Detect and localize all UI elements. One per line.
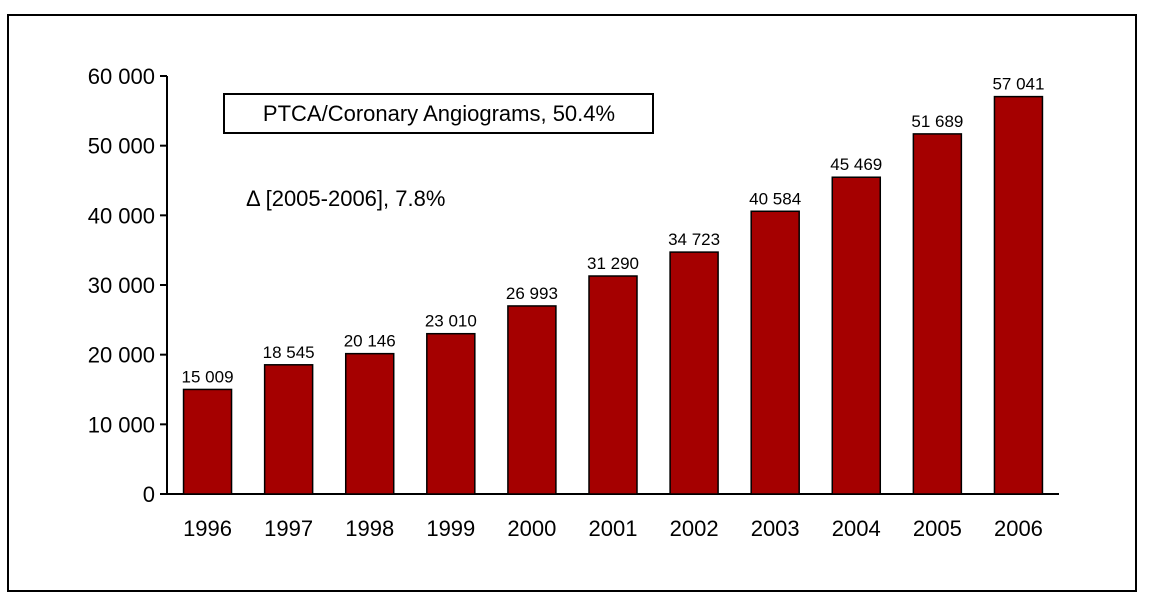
- y-tick-label: 0: [143, 482, 155, 507]
- bar-value-label: 40 584: [749, 189, 801, 208]
- x-tick-label: 2005: [913, 516, 962, 541]
- bar: [426, 332, 476, 495]
- x-tick-label: 1997: [264, 516, 313, 541]
- x-tick-label: 2004: [832, 516, 881, 541]
- y-tick-label: 60 000: [88, 64, 155, 89]
- chart-frame: 0 10 000 20 000 30 000 40 000 50 000 60 000 19…: [7, 14, 1137, 592]
- bar-value-label: 34 723: [668, 230, 720, 249]
- bar: [182, 388, 233, 495]
- bar-value-label: 31 290: [587, 254, 639, 273]
- x-tick-label: 2002: [670, 516, 719, 541]
- bar: [669, 251, 719, 495]
- x-tick-label: 2003: [751, 516, 800, 541]
- y-axis: 0 10 000 20 000 30 000 40 000 50 000 60 000: [88, 64, 168, 507]
- legend-text: PTCA/Coronary Angiograms, 50.4%: [263, 101, 615, 126]
- bar: [993, 95, 1044, 495]
- x-tick-label: 1996: [183, 516, 232, 541]
- bar-value-label: 18 545: [263, 343, 315, 362]
- bar-value-label: 15 009: [182, 367, 234, 386]
- bars: [182, 95, 1044, 495]
- bar-value-label: 26 993: [506, 284, 558, 303]
- legend-box: PTCA/Coronary Angiograms, 50.4%: [223, 93, 654, 134]
- bar-value-label: 20 146: [344, 332, 396, 351]
- y-tick-label: 10 000: [88, 412, 155, 437]
- bar-chart: 0 10 000 20 000 30 000 40 000 50 000 60 000 19…: [88, 64, 1059, 541]
- bar-value-label: 51 689: [911, 112, 963, 131]
- bar: [588, 275, 638, 495]
- x-tick-label: 2000: [507, 516, 556, 541]
- x-tick-label: 1998: [345, 516, 394, 541]
- data-labels: 15 009 18 545 20 146 23 010 26 993 31 290 34 7…: [182, 75, 1045, 387]
- bar-value-label: 23 010: [425, 312, 477, 331]
- bar: [831, 176, 882, 495]
- bar: [344, 352, 395, 495]
- bar: [750, 210, 800, 495]
- y-tick-label: 30 000: [88, 273, 155, 298]
- bar-value-label: 45 469: [830, 155, 882, 174]
- bar: [912, 133, 963, 495]
- x-tick-label: 2006: [994, 516, 1043, 541]
- bar: [507, 305, 557, 495]
- x-tick-label: 2001: [589, 516, 638, 541]
- bar: [263, 364, 314, 495]
- x-axis: 1996 1997 1998 1999 2000 2001 2002 2003 2004 2005…: [167, 493, 1059, 541]
- y-tick-label: 20 000: [88, 343, 155, 368]
- y-tick-label: 40 000: [88, 203, 155, 228]
- x-tick-label: 1999: [426, 516, 475, 541]
- annotation-text: Δ [2005-2006], 7.8%: [246, 186, 445, 211]
- y-tick-label: 50 000: [88, 134, 155, 159]
- bar-value-label: 57 041: [992, 75, 1044, 94]
